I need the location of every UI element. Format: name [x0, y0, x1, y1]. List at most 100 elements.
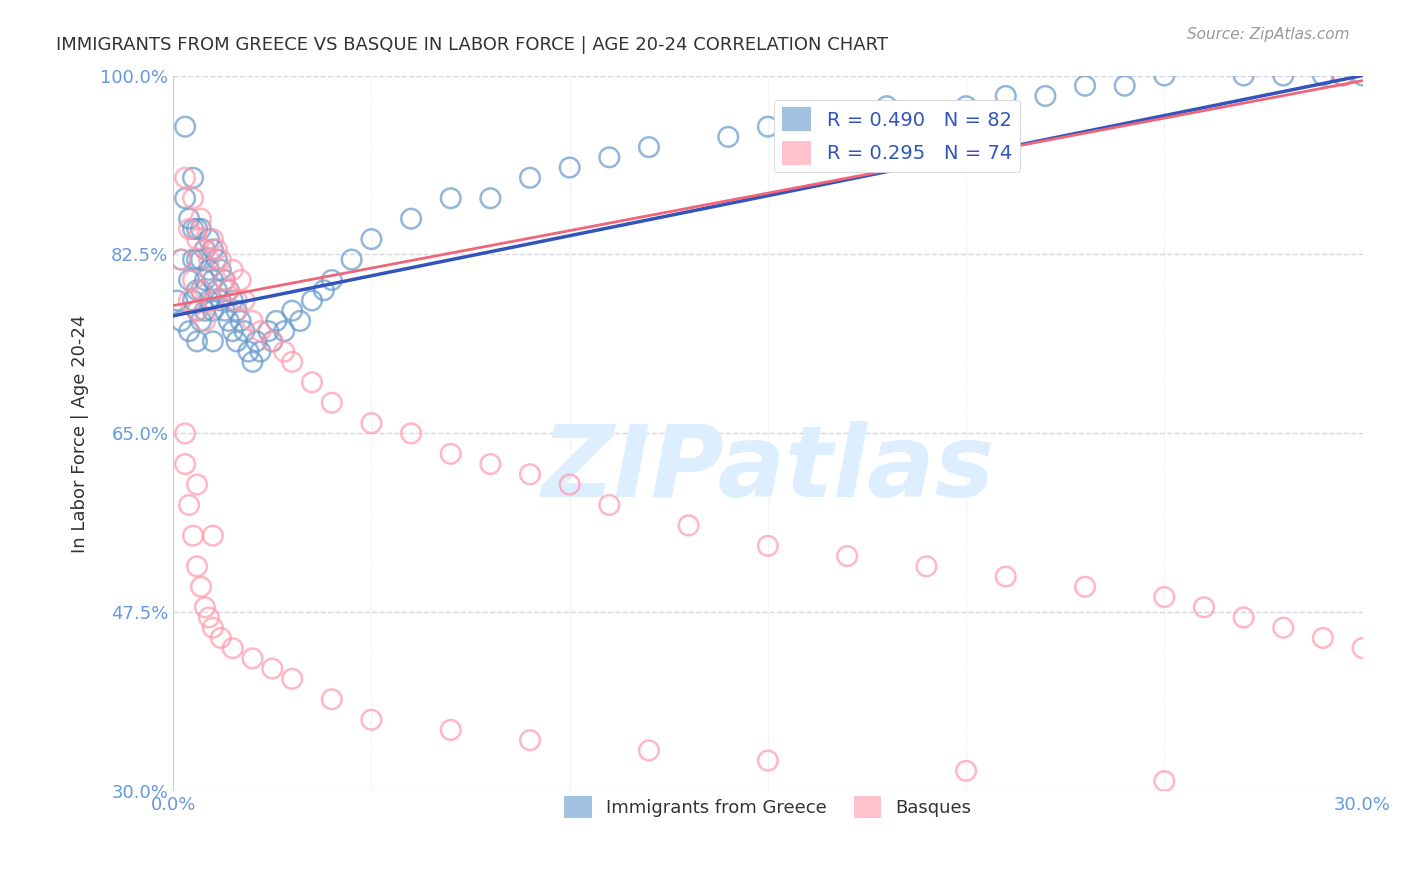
Point	[479, 457, 502, 471]
Point	[312, 283, 335, 297]
Point	[181, 529, 204, 543]
Point	[198, 293, 221, 308]
Point	[198, 232, 221, 246]
Point	[273, 324, 295, 338]
Point	[1192, 600, 1215, 615]
Point	[558, 477, 581, 491]
Point	[186, 303, 208, 318]
Point	[166, 293, 188, 308]
Point	[194, 303, 217, 318]
Point	[201, 293, 224, 308]
Point	[221, 293, 243, 308]
Point	[876, 99, 898, 113]
Point	[717, 129, 740, 144]
Point	[201, 243, 224, 257]
Point	[233, 293, 256, 308]
Point	[177, 498, 200, 512]
Point	[201, 232, 224, 246]
Point	[281, 303, 304, 318]
Text: ZIPatlas: ZIPatlas	[541, 421, 994, 517]
Point	[238, 344, 260, 359]
Point	[198, 610, 221, 624]
Point	[177, 293, 200, 308]
Point	[249, 344, 271, 359]
Point	[678, 518, 700, 533]
Point	[190, 580, 212, 594]
Point	[1233, 69, 1256, 83]
Point	[955, 764, 977, 778]
Point	[218, 314, 240, 328]
Point	[1153, 590, 1175, 604]
Point	[440, 447, 463, 461]
Point	[1351, 69, 1374, 83]
Point	[360, 416, 382, 430]
Point	[796, 110, 818, 124]
Legend: Immigrants from Greece, Basques: Immigrants from Greece, Basques	[557, 789, 979, 825]
Point	[177, 211, 200, 226]
Point	[186, 303, 208, 318]
Point	[225, 303, 247, 318]
Point	[321, 692, 343, 706]
Point	[340, 252, 363, 267]
Point	[209, 631, 232, 645]
Point	[756, 539, 779, 553]
Point	[170, 314, 193, 328]
Point	[190, 283, 212, 297]
Point	[174, 426, 197, 441]
Point	[598, 498, 620, 512]
Point	[205, 252, 228, 267]
Point	[399, 426, 422, 441]
Point	[190, 252, 212, 267]
Point	[190, 283, 212, 297]
Point	[214, 273, 236, 287]
Point	[170, 252, 193, 267]
Point	[225, 334, 247, 349]
Point	[1035, 89, 1057, 103]
Point	[170, 252, 193, 267]
Point	[194, 314, 217, 328]
Point	[225, 293, 247, 308]
Point	[201, 303, 224, 318]
Point	[201, 273, 224, 287]
Point	[1272, 69, 1295, 83]
Point	[190, 222, 212, 236]
Point	[242, 355, 264, 369]
Point	[181, 293, 204, 308]
Point	[177, 222, 200, 236]
Point	[321, 395, 343, 409]
Point	[181, 252, 204, 267]
Text: IMMIGRANTS FROM GREECE VS BASQUE IN LABOR FORCE | AGE 20-24 CORRELATION CHART: IMMIGRANTS FROM GREECE VS BASQUE IN LABO…	[56, 36, 889, 54]
Point	[214, 303, 236, 318]
Point	[598, 150, 620, 164]
Point	[273, 344, 295, 359]
Point	[209, 252, 232, 267]
Point	[756, 120, 779, 134]
Point	[479, 191, 502, 205]
Point	[194, 273, 217, 287]
Point	[221, 324, 243, 338]
Point	[301, 376, 323, 390]
Point	[181, 170, 204, 185]
Point	[214, 273, 236, 287]
Point	[1153, 69, 1175, 83]
Point	[221, 262, 243, 277]
Point	[1331, 69, 1354, 83]
Point	[186, 283, 208, 297]
Point	[837, 549, 859, 563]
Point	[177, 273, 200, 287]
Point	[249, 324, 271, 338]
Point	[201, 334, 224, 349]
Point	[174, 457, 197, 471]
Point	[194, 243, 217, 257]
Point	[399, 211, 422, 226]
Point	[190, 211, 212, 226]
Point	[281, 355, 304, 369]
Point	[266, 314, 288, 328]
Point	[1233, 610, 1256, 624]
Point	[181, 273, 204, 287]
Point	[205, 243, 228, 257]
Point	[301, 293, 323, 308]
Point	[201, 529, 224, 543]
Point	[194, 243, 217, 257]
Point	[186, 232, 208, 246]
